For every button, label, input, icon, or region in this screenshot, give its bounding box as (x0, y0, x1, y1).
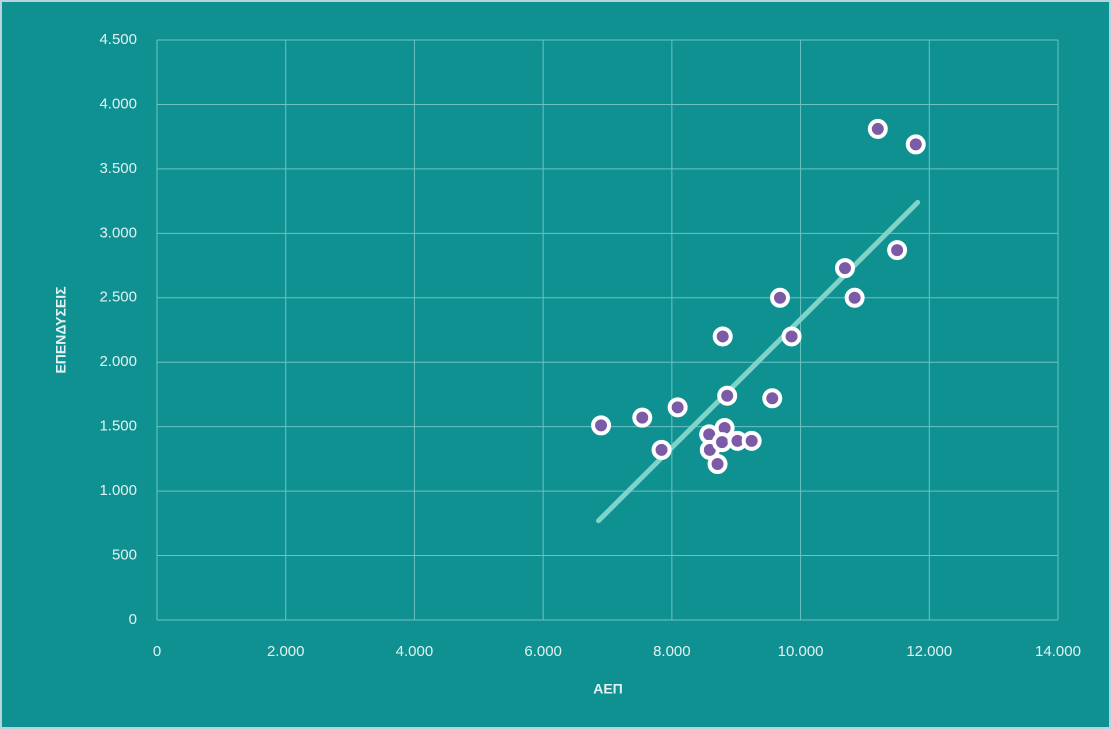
y-tick-label: 1.500 (99, 418, 137, 435)
scatter-point (591, 415, 612, 436)
scatter-point (867, 118, 888, 139)
x-tick-label: 4.000 (396, 643, 434, 660)
y-tick-label: 0 (129, 611, 137, 628)
scatter-point (905, 134, 926, 155)
scatter-point (887, 240, 908, 261)
y-tick-label: 1.000 (99, 482, 137, 499)
x-tick-label: 0 (153, 643, 161, 660)
x-tick-label: 8.000 (653, 643, 691, 660)
y-tick-label: 4.500 (99, 31, 137, 48)
y-axis-title: ΕΠΕΝΔΥΣΕΙΣ (53, 286, 69, 373)
scatter-point (632, 407, 653, 428)
scatter-point (712, 326, 733, 347)
x-tick-label: 6.000 (524, 643, 562, 660)
scatter-point (769, 287, 790, 308)
scatter-point (717, 385, 738, 406)
scatter-point (834, 258, 855, 279)
y-tick-label: 2.500 (99, 289, 137, 306)
y-tick-label: 4.000 (99, 95, 137, 112)
scatter-point (651, 439, 672, 460)
x-tick-label: 12.000 (906, 643, 952, 660)
x-tick-label: 14.000 (1035, 643, 1081, 660)
x-axis-title: ΑΕΠ (593, 681, 623, 697)
scatter-point (781, 326, 802, 347)
scatter-point (762, 388, 783, 409)
trendline (595, 199, 921, 524)
scatter-point (741, 430, 762, 451)
y-tick-label: 2.000 (99, 353, 137, 370)
scatter-point (844, 287, 865, 308)
x-tick-label: 2.000 (267, 643, 305, 660)
x-tick-label: 10.000 (778, 643, 824, 660)
y-tick-label: 3.000 (99, 224, 137, 241)
y-tick-label: 3.500 (99, 160, 137, 177)
scatter-point (707, 454, 728, 475)
scatter-point (667, 397, 688, 418)
y-tick-label: 500 (112, 547, 137, 564)
